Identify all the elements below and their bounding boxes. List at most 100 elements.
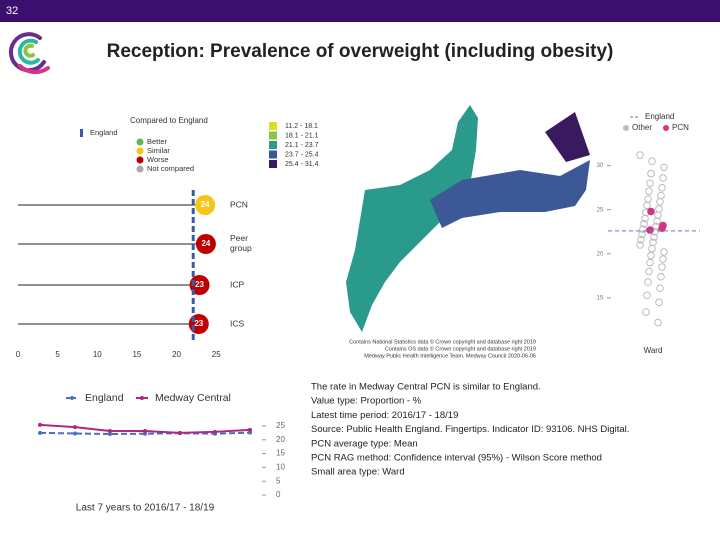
point — [143, 428, 147, 433]
legend-label: Similar — [147, 146, 170, 155]
legend-swatch — [70, 396, 74, 400]
legend-swatch — [269, 131, 277, 140]
y-tick-label: 20 — [276, 435, 285, 444]
x-tick-label: 15 — [132, 350, 141, 359]
point — [644, 278, 652, 286]
point — [646, 226, 654, 234]
y-tick-label: 30 — [597, 163, 604, 169]
x-axis-label: Ward — [644, 346, 663, 355]
dot — [195, 195, 216, 215]
legend-label: England — [645, 112, 674, 121]
dot — [195, 234, 216, 254]
point — [178, 430, 182, 435]
legend-label: PCN — [672, 123, 689, 132]
page-number: 32 — [6, 5, 18, 17]
point — [647, 207, 655, 216]
legend-label: Other — [632, 123, 652, 132]
legend-swatch — [136, 156, 144, 164]
point — [38, 422, 42, 427]
map-credit: Medway Public Health Intelligence Team. … — [364, 353, 536, 359]
point — [213, 429, 217, 434]
y-tick-label: 0 — [276, 490, 281, 499]
point — [637, 235, 645, 244]
x-tick-label: 20 — [172, 350, 181, 359]
description-line: Latest time period: 2016/17 - 18/19 — [311, 410, 458, 421]
category-label: ICS — [230, 318, 245, 328]
legend-label: England — [85, 392, 124, 404]
point — [653, 217, 661, 225]
point — [640, 220, 648, 228]
point — [643, 201, 651, 210]
map-area — [430, 160, 590, 228]
legend-label: England — [90, 128, 118, 137]
y-tick-label: 25 — [597, 207, 604, 213]
point — [650, 233, 658, 241]
point — [143, 431, 147, 436]
point — [647, 251, 655, 260]
category-label: PCN — [230, 199, 248, 209]
point — [658, 224, 666, 233]
point — [647, 169, 655, 178]
logo — [8, 32, 50, 75]
point — [108, 432, 112, 437]
point — [657, 191, 665, 200]
point — [38, 430, 42, 435]
legend-swatch — [136, 165, 144, 173]
point — [660, 248, 668, 256]
y-tick-label: 5 — [276, 476, 281, 485]
y-tick-label: 15 — [276, 449, 285, 458]
legend-label: 21.1 - 23.7 — [285, 142, 319, 149]
point — [73, 425, 77, 430]
point — [660, 163, 668, 172]
point — [248, 430, 252, 435]
point — [248, 427, 252, 432]
header-bar — [0, 0, 720, 22]
map-area — [346, 105, 478, 332]
description-line: The rate in Medway Central PCN is simila… — [311, 382, 541, 393]
point — [658, 183, 666, 192]
description-line: Value type: Proportion - % — [311, 396, 422, 407]
point — [656, 284, 664, 293]
legend-label: Medway Central — [155, 392, 231, 404]
x-tick-label: 5 — [55, 350, 60, 359]
point — [646, 258, 654, 267]
map-credit: Contains National Statistics data © Crow… — [349, 338, 536, 345]
y-tick-label: 10 — [276, 463, 285, 472]
map-credit: Contains OS data © Crown copyright and d… — [385, 345, 536, 352]
legend-swatch — [269, 141, 277, 149]
legend-swatch — [136, 138, 144, 146]
category-label: Peer group — [230, 233, 252, 253]
category-label: ICP — [230, 279, 245, 289]
point — [648, 244, 656, 253]
y-tick-label: 25 — [276, 421, 285, 430]
point — [642, 308, 650, 316]
point — [658, 263, 666, 271]
point — [636, 241, 644, 249]
y-tick-label: 20 — [597, 251, 604, 257]
legend-label: Worse — [147, 155, 169, 164]
legend-swatch — [269, 122, 277, 130]
point — [646, 179, 654, 188]
value-label: 23 — [195, 280, 204, 289]
point — [654, 318, 662, 327]
map-area — [545, 112, 590, 162]
x-tick-label: 25 — [212, 350, 221, 359]
point — [657, 272, 665, 281]
point — [645, 187, 653, 196]
description-line: PCN average type: Mean — [311, 438, 418, 449]
point — [108, 428, 112, 433]
value-label: 23 — [194, 319, 203, 328]
legend-label: 23.7 - 25.4 — [285, 151, 319, 158]
legend-label: 25.4 - 31.4 — [285, 161, 319, 168]
x-tick-label: 10 — [93, 350, 102, 359]
legend-swatch — [80, 129, 83, 137]
description-line: Source: Public Health England. Fingertip… — [311, 424, 629, 435]
legend-swatch — [269, 160, 277, 168]
point — [659, 255, 667, 263]
value-label: 24 — [201, 200, 210, 209]
description-line: Small area type: Ward — [311, 467, 405, 478]
point — [643, 291, 651, 300]
point — [639, 225, 647, 233]
